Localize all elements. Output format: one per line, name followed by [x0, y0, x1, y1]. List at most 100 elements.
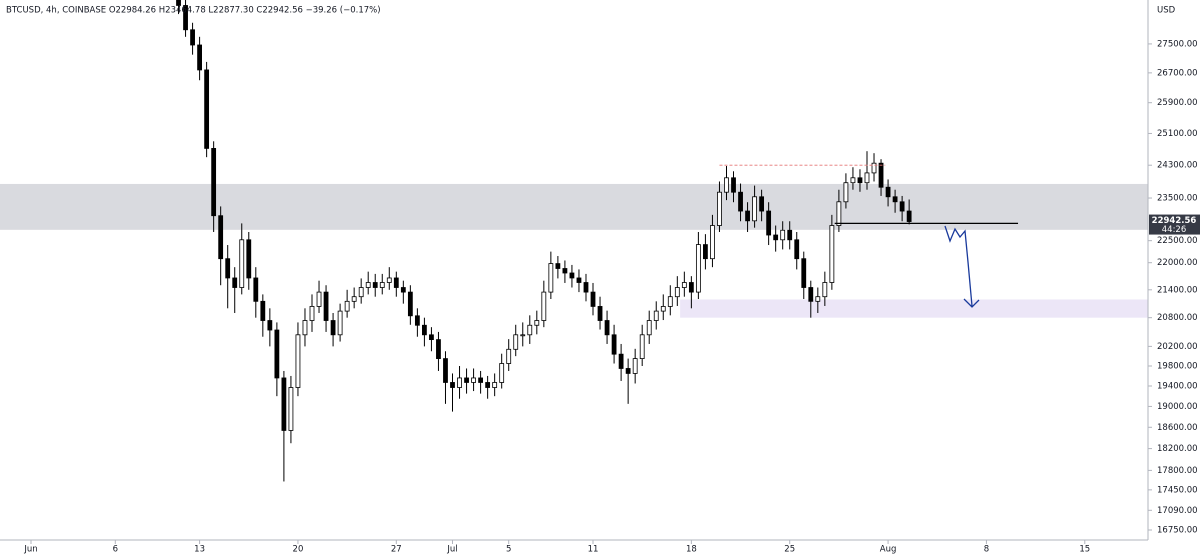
y-tick-label: 17800.00	[1157, 466, 1198, 476]
candle-body	[492, 382, 498, 388]
candle-body	[660, 306, 666, 312]
x-tick-label: 18	[686, 545, 697, 555]
candle-body	[204, 69, 210, 149]
drawings	[719, 164, 1019, 308]
candle-body	[808, 287, 814, 302]
candle-body	[365, 282, 371, 288]
x-tick-label: 5	[506, 545, 511, 555]
zones	[0, 183, 1148, 318]
candle-body	[302, 320, 308, 336]
candle-body	[738, 191, 743, 212]
zone	[0, 183, 1148, 230]
candle-body	[429, 334, 434, 341]
candle-body	[822, 282, 828, 298]
candle-body	[436, 339, 441, 359]
y-tick-label: 27500.00	[1157, 39, 1198, 49]
candle-body	[253, 277, 259, 302]
candle-body	[815, 296, 821, 302]
y-tick-label: 23500.00	[1157, 194, 1198, 204]
candle-body	[464, 377, 469, 383]
candle-body	[829, 225, 835, 283]
candle-body	[527, 324, 533, 336]
x-tick-label: 25	[784, 545, 795, 555]
candle-body	[857, 177, 863, 184]
candle-body	[611, 334, 617, 355]
candle-body	[555, 263, 561, 269]
candle-body	[485, 382, 491, 388]
candle-body	[674, 287, 680, 298]
candle-body	[773, 234, 779, 241]
x-tick-label: 6	[113, 545, 118, 555]
y-tick-label: 22000.00	[1157, 258, 1198, 268]
forecast-arrow	[944, 225, 980, 308]
candle-body	[218, 215, 224, 260]
candle-body	[667, 296, 673, 307]
y-tick-label: 19800.00	[1157, 361, 1198, 371]
x-tick-label: 27	[391, 545, 402, 555]
candle-body	[246, 239, 252, 279]
candle-body	[646, 320, 652, 336]
candle-body	[836, 201, 842, 226]
candle-body	[232, 277, 238, 288]
candle-body	[499, 363, 505, 383]
y-tick-label: 20200.00	[1157, 342, 1198, 352]
candle-body	[766, 210, 772, 236]
candle-body	[267, 320, 273, 331]
y-tick-label: 26700.00	[1157, 68, 1198, 78]
candle-body	[794, 239, 800, 260]
candle-body	[239, 239, 245, 288]
candle-body	[850, 177, 856, 184]
candle-body	[717, 191, 722, 226]
candle-body	[407, 291, 413, 317]
candle-body	[281, 377, 287, 431]
candle-body	[703, 244, 708, 260]
x-tick-label: 20	[293, 545, 304, 555]
candle-body	[759, 196, 765, 212]
candle-body	[337, 310, 343, 336]
candle-body	[752, 196, 757, 222]
y-tick-label: 24300.00	[1157, 161, 1198, 171]
y-tick-label: 18200.00	[1157, 444, 1198, 454]
countdown: 44:26	[1162, 225, 1187, 235]
price-tag	[1149, 214, 1200, 235]
candle-body	[478, 377, 484, 383]
candle-body	[211, 148, 217, 217]
candle-body	[422, 324, 427, 336]
x-tick-label: 8	[984, 545, 989, 555]
candle-body	[695, 244, 701, 293]
candle-body	[745, 210, 750, 222]
candle-body	[274, 329, 280, 379]
candle-body	[780, 229, 786, 241]
candle-body	[457, 377, 462, 388]
candle-body	[386, 277, 392, 283]
candle-body	[618, 353, 624, 369]
x-tick-label: 15	[1079, 545, 1090, 555]
y-tick-label: 22500.00	[1157, 236, 1198, 246]
candle-body	[590, 291, 596, 307]
candle-body	[520, 334, 526, 337]
y-tick-label: 16750.00	[1157, 525, 1198, 535]
header: BTCUSD, 4h, COINBASE O22984.26 H23464.78…	[6, 6, 381, 16]
y-tick-label: 25100.00	[1157, 129, 1198, 139]
candle-body	[597, 306, 603, 321]
candle-body	[288, 387, 294, 431]
candle-body	[801, 258, 807, 288]
y-tick-label: 19000.00	[1157, 402, 1198, 412]
candle-body	[176, 0, 181, 6]
candle-body	[583, 282, 589, 293]
candle-body	[843, 182, 849, 203]
x-tick-label: Jul	[446, 545, 457, 555]
candle-body	[569, 272, 575, 279]
candle-body	[576, 277, 582, 283]
x-tick-label: 13	[194, 545, 205, 555]
candle-body	[443, 358, 448, 383]
candle-body	[534, 320, 540, 326]
candle-body	[450, 382, 455, 388]
candle-body	[344, 300, 350, 312]
candle-body	[899, 201, 905, 212]
price-tag-label: 22942.56	[1152, 216, 1197, 226]
candle-body	[400, 287, 406, 293]
candle-body	[541, 291, 547, 321]
